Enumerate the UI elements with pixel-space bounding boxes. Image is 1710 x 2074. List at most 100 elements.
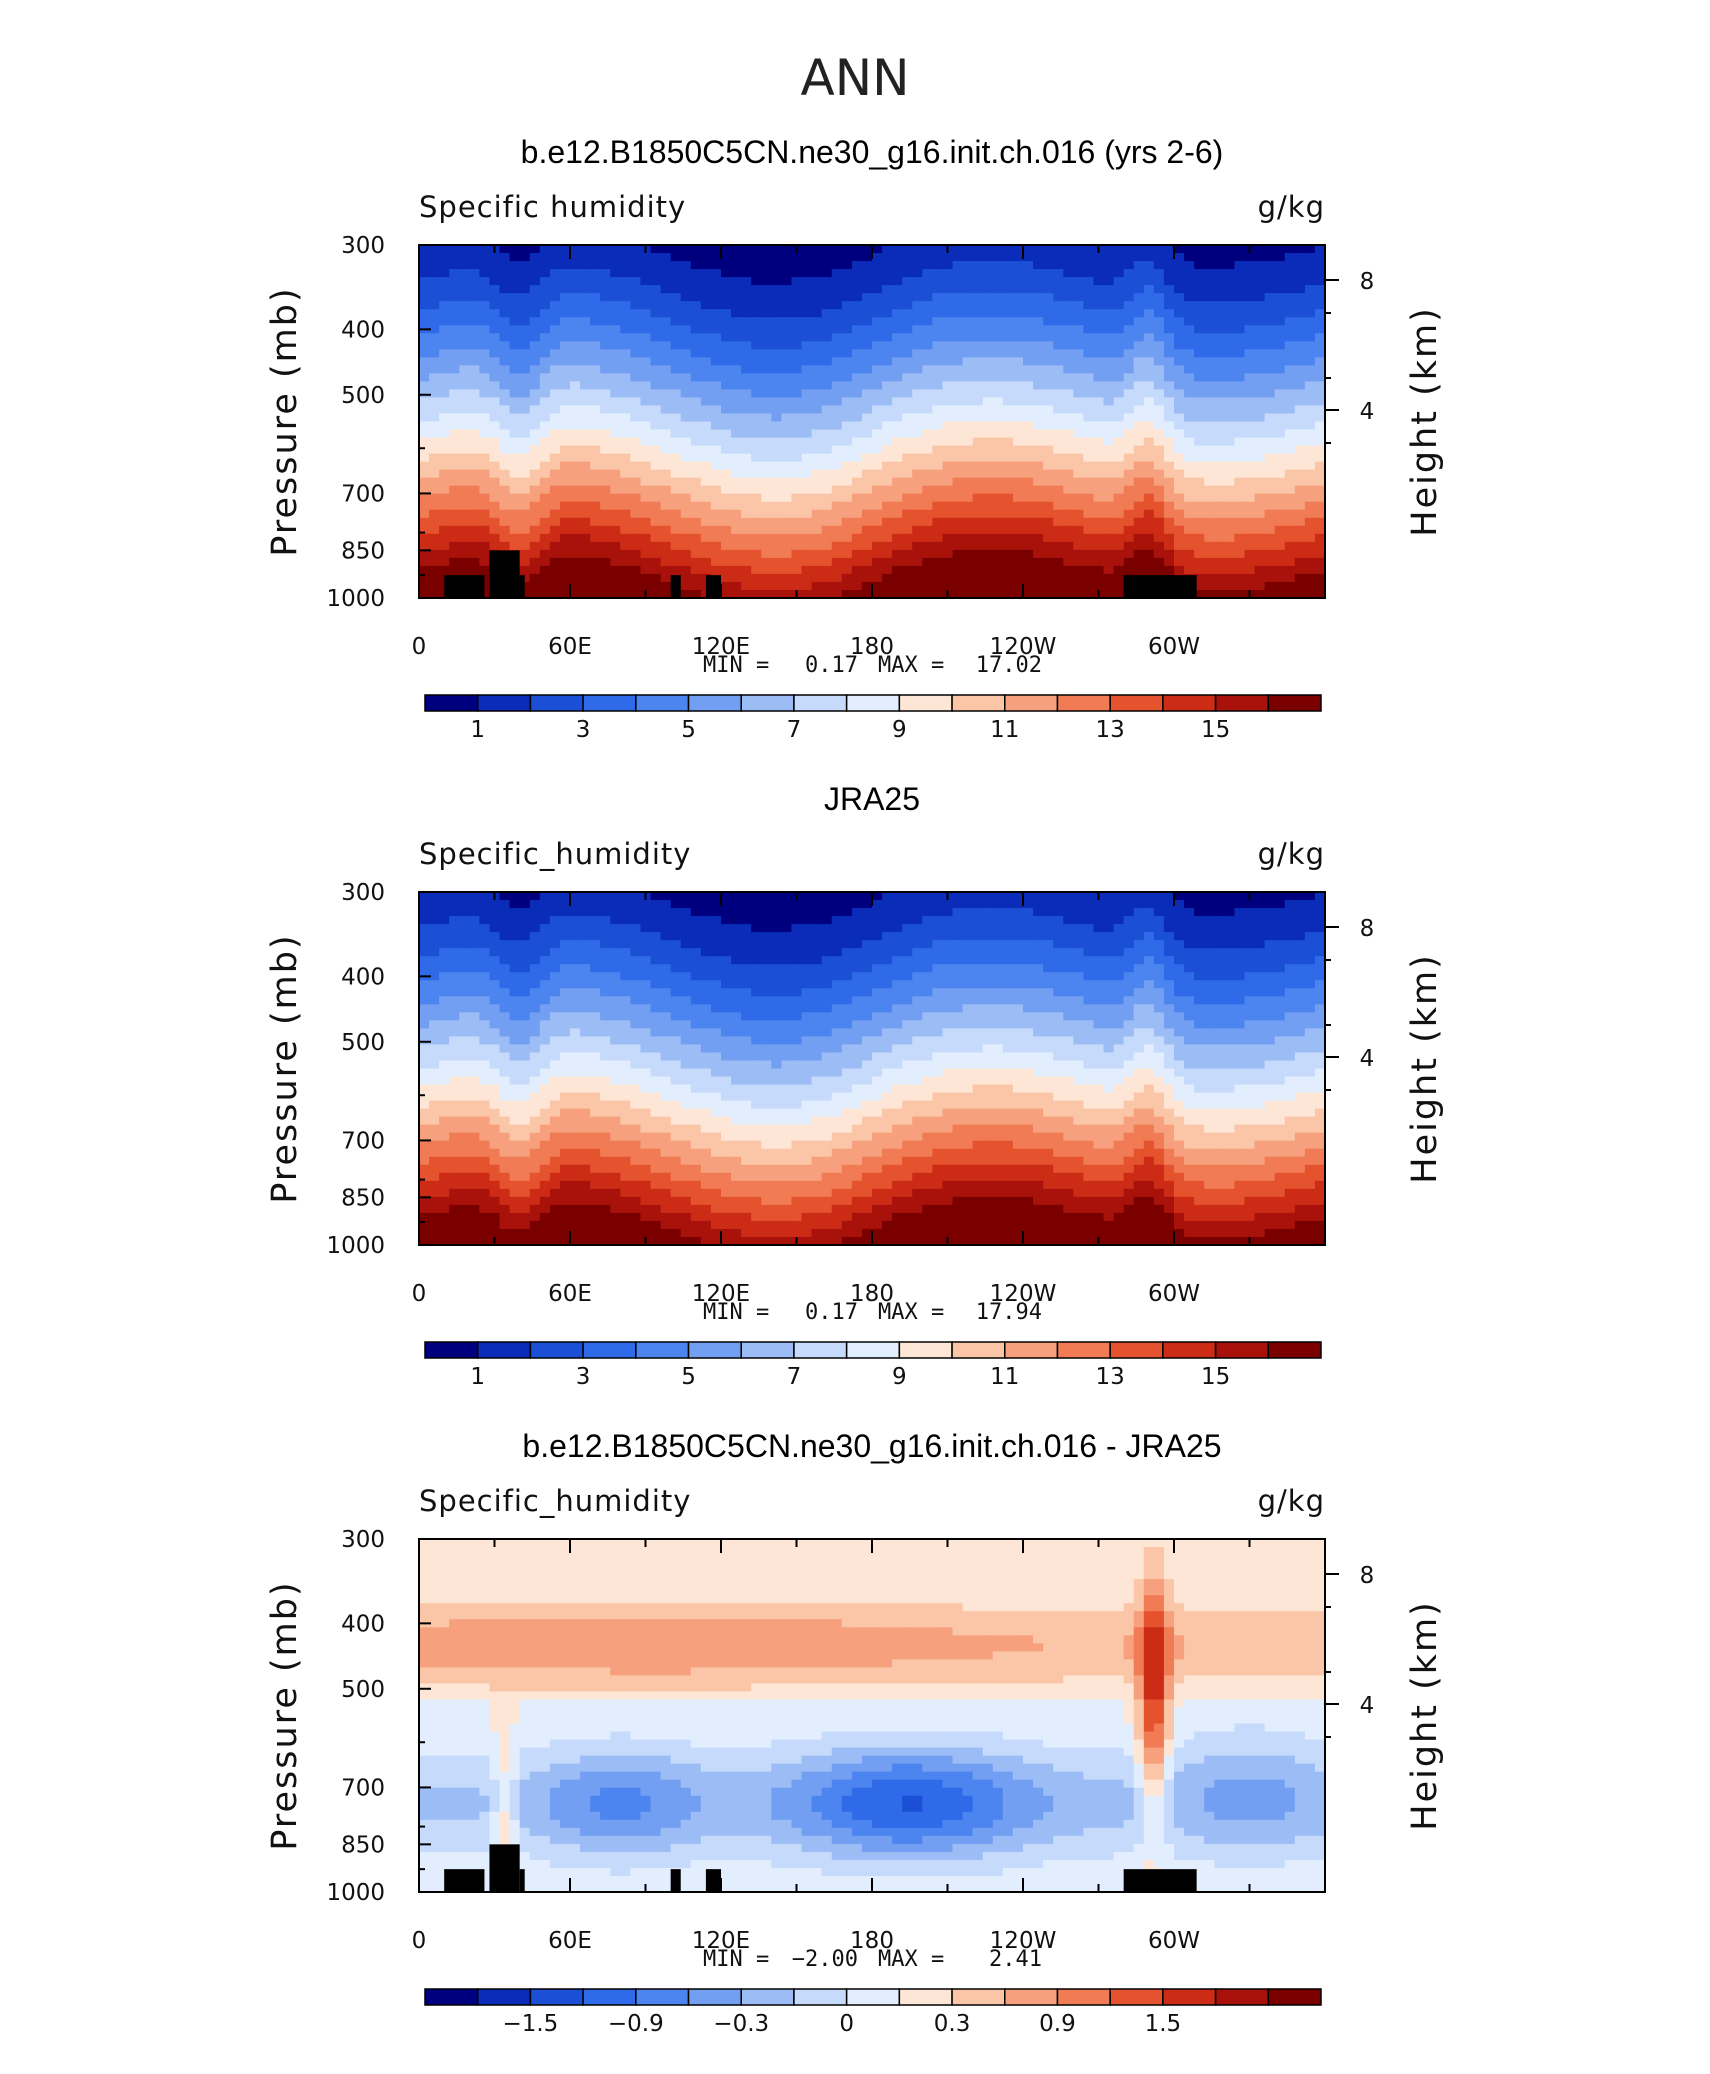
field-cell [942, 445, 954, 455]
field-cell [469, 533, 480, 543]
field-cell [1103, 381, 1115, 391]
field-cell [1033, 349, 1044, 358]
field-cell [1143, 317, 1155, 326]
field-cell [811, 453, 823, 463]
field-cell [1274, 381, 1286, 391]
field-cell [801, 549, 813, 559]
field-cell [821, 357, 833, 366]
field-cell [559, 573, 571, 583]
field-cell [932, 445, 944, 455]
field-cell [459, 421, 470, 431]
field-cell [721, 541, 732, 551]
field-cell [499, 908, 511, 917]
field-cell [620, 293, 631, 302]
field-cell [610, 557, 621, 567]
field-cell [952, 389, 964, 399]
field-cell [1163, 317, 1175, 326]
field-cell [650, 445, 662, 455]
field-cell [469, 485, 480, 495]
field-cell [509, 1036, 521, 1046]
field-cell [831, 277, 843, 286]
field-cell [590, 317, 601, 326]
field-cell [690, 277, 702, 286]
field-cell [982, 277, 994, 286]
field-cell [821, 325, 833, 334]
field-cell [1053, 349, 1064, 358]
field-cell [570, 1156, 581, 1166]
field-cell [1294, 573, 1306, 583]
field-cell [580, 509, 591, 519]
field-cell [570, 908, 581, 917]
field-cell [670, 565, 682, 575]
field-cell [610, 900, 621, 909]
field-cell [509, 1052, 521, 1062]
field-cell [1234, 405, 1246, 415]
field-cell [1033, 365, 1044, 374]
field-cell [992, 565, 1004, 575]
field-cell [429, 445, 440, 455]
field-cell [751, 301, 762, 310]
field-cell [519, 1044, 531, 1054]
field-cell [539, 1204, 551, 1214]
field-cell [459, 485, 470, 495]
field-cell [590, 573, 601, 583]
field-cell [811, 333, 823, 342]
field-cell [580, 469, 591, 479]
field-cell [710, 245, 722, 254]
field-cell [590, 1116, 601, 1126]
field-cell [469, 916, 480, 925]
field-cell [610, 980, 621, 989]
field-cell [499, 509, 511, 519]
field-cell [1284, 301, 1296, 310]
field-cell [489, 1148, 501, 1158]
field-cell [570, 1212, 581, 1222]
field-cell [429, 1204, 440, 1214]
field-cell [519, 365, 531, 374]
field-cell [499, 1148, 511, 1158]
field-cell [771, 341, 782, 350]
field-cell [469, 1188, 480, 1198]
field-cell [1083, 549, 1095, 559]
field-cell [570, 557, 581, 567]
field-cell [459, 1236, 470, 1245]
field-cell [932, 485, 944, 495]
field-cell [861, 413, 873, 423]
field-cell [539, 285, 551, 294]
field-cell [1224, 501, 1235, 511]
field-cell [1083, 461, 1095, 471]
field-cell [650, 413, 662, 423]
field-cell [670, 533, 682, 543]
field-cell [499, 1156, 511, 1166]
field-cell [952, 589, 964, 598]
field-cell [1304, 557, 1316, 567]
field-cell [670, 525, 682, 535]
field-cell [1123, 533, 1135, 543]
field-cell [570, 373, 581, 382]
field-cell [942, 477, 954, 487]
field-cell [549, 309, 561, 318]
field-cell [640, 277, 652, 286]
field-cell [1314, 309, 1325, 318]
field-cell [1194, 581, 1205, 591]
field-cell [459, 956, 470, 965]
field-cell [741, 285, 752, 294]
field-cell [429, 1124, 440, 1134]
field-cell [791, 493, 803, 503]
field-cell [610, 333, 621, 342]
field-cell [570, 1204, 581, 1214]
field-cell [1033, 317, 1044, 326]
field-cell [429, 1140, 440, 1150]
field-cell [1083, 429, 1095, 439]
field-cell [600, 285, 611, 294]
field-cell [519, 541, 531, 551]
field-cell [580, 964, 591, 973]
field-cell [580, 1068, 591, 1078]
field-cell [549, 381, 561, 391]
field-cell [1033, 413, 1044, 423]
field-cell [529, 309, 541, 318]
field-cell [1023, 309, 1034, 318]
field-cell [519, 924, 531, 933]
field-cell [630, 437, 642, 447]
field-cell [429, 1228, 440, 1238]
field-cell [479, 429, 491, 439]
